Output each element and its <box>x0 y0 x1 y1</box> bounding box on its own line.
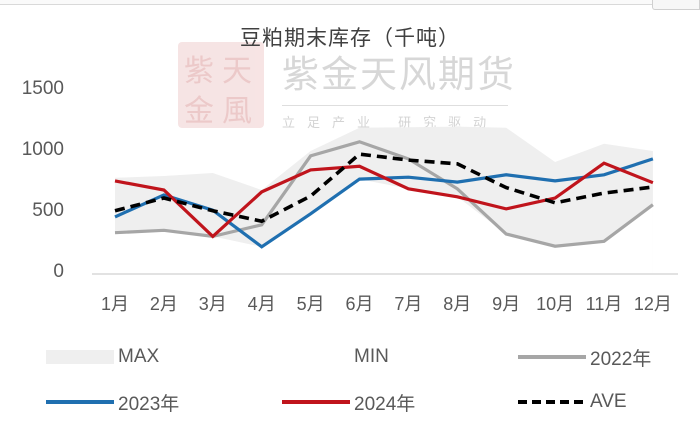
series-ave-line <box>114 152 654 224</box>
y-tick-label: 1000 <box>21 139 64 160</box>
legend-label: MAX <box>118 346 160 367</box>
x-tick-label: 5月 <box>296 294 325 314</box>
legend-swatch-icon <box>518 355 586 359</box>
legend-item: AVE <box>518 389 627 415</box>
x-tick-label: 11月 <box>585 294 623 314</box>
x-tick-label: 4月 <box>247 294 276 314</box>
chart-title: 豆粕期末库存（千吨） <box>240 26 460 50</box>
legend-item: 2023年 <box>46 389 179 415</box>
x-tick-label: 6月 <box>345 294 374 314</box>
legend-label: 2023年 <box>118 393 180 415</box>
x-tick-label: 12月 <box>633 294 672 314</box>
legend-item: MIN <box>282 344 389 370</box>
series-2024-line <box>114 161 654 239</box>
y-tick-label: 500 <box>32 200 64 221</box>
series-min-band <box>115 179 653 273</box>
legend-label: MIN <box>354 346 389 367</box>
y-tick-label: 1500 <box>21 78 64 99</box>
x-tick-label: 10月 <box>536 294 575 314</box>
x-tick-label: 1月 <box>100 294 130 314</box>
x-tick-label: 3月 <box>198 294 227 314</box>
legend-swatch-icon <box>518 400 586 404</box>
legend-item: 2022年 <box>518 344 651 370</box>
y-tick-label: 0 <box>53 261 64 282</box>
legend-swatch-icon <box>46 350 114 364</box>
series-2022-line <box>114 140 654 248</box>
legend-item: 2024年 <box>282 389 415 415</box>
legend-swatch-icon <box>282 355 350 359</box>
legend-swatch-icon <box>282 400 350 404</box>
x-tick-label: 9月 <box>492 294 521 314</box>
legend-label: 2024年 <box>354 393 416 415</box>
legend-label: AVE <box>590 391 627 412</box>
legend-swatch-icon <box>46 400 114 404</box>
legend-label: 2022年 <box>590 348 652 370</box>
window-top-edge <box>0 0 700 5</box>
x-tick-label: 2月 <box>149 294 178 314</box>
legend-item: MAX <box>46 344 159 370</box>
x-tick-label: 7月 <box>394 294 423 314</box>
x-tick-label: 8月 <box>443 294 472 314</box>
